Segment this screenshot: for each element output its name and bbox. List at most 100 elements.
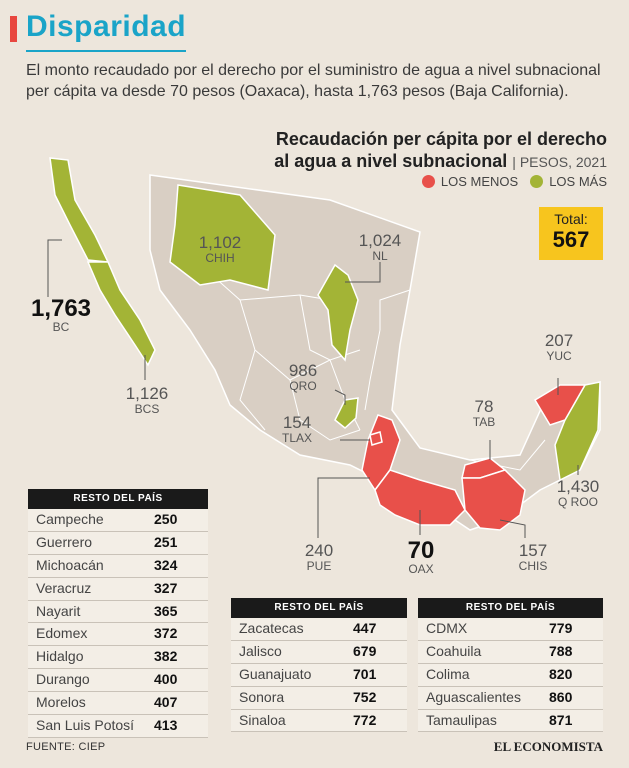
label-qro-code: QRO — [289, 378, 317, 393]
label-pue-value: 240 — [304, 541, 334, 560]
label-bcs-value: 1,126 — [125, 384, 169, 403]
table-row: Coahuila 788 — [418, 641, 603, 664]
label-bcs: 1,126 BCS — [112, 385, 182, 415]
table-row: Michoacán 324 — [28, 555, 208, 578]
row-name: San Luis Potosí — [36, 717, 135, 734]
state-bcs — [86, 261, 156, 367]
state-qro — [334, 397, 359, 429]
label-bc-code: BC — [52, 320, 70, 335]
table-row: Aguascalientes 860 — [418, 687, 603, 710]
row-name: Aguascalientes — [426, 688, 521, 705]
legend-most-label: LOS MÁS — [549, 174, 607, 189]
leader-lines — [47, 239, 579, 538]
state-chis — [461, 469, 526, 531]
map-title-line2: al agua a nivel subnacional — [274, 151, 508, 171]
rest-table-3: RESTO DEL PAÍS CDMX 779 Coahuila 788 Colim… — [418, 598, 603, 733]
row-value: 447 — [353, 620, 377, 636]
row-name: Zacatecas — [239, 620, 304, 636]
table-row: Campeche 250 — [28, 509, 208, 532]
row-name: Morelos — [36, 694, 86, 711]
label-yuc-value: 207 — [544, 331, 574, 350]
row-name: CDMX — [426, 620, 468, 636]
source-note: FUENTE: CIEP — [26, 741, 106, 753]
row-name: Tamaulipas — [426, 711, 497, 728]
row-name: Jalisco — [239, 642, 282, 659]
table-row: Guanajuato 701 — [231, 664, 407, 687]
row-value: 327 — [154, 579, 178, 596]
total-value: 567 — [552, 227, 590, 252]
state-borders — [194, 259, 546, 471]
state-chih — [169, 184, 276, 291]
label-tab-value: 78 — [474, 397, 494, 416]
row-value: 407 — [154, 694, 178, 711]
row-name: Nayarit — [36, 602, 81, 619]
row-value: 400 — [154, 671, 178, 688]
total-box: Total: 567 — [539, 207, 603, 260]
total-label: Total: — [554, 211, 588, 227]
title-underline — [26, 50, 186, 52]
intro-text: El monto recaudado por el derecho por el… — [26, 62, 601, 100]
row-value: 701 — [353, 665, 377, 682]
label-tab: 78 TAB — [449, 398, 519, 428]
label-chih-value: 1,102 — [198, 233, 242, 252]
label-chis-value: 157 — [518, 541, 548, 560]
table-row: Edomex 372 — [28, 623, 208, 647]
row-value: 779 — [549, 620, 573, 636]
row-name: Guanajuato — [239, 665, 312, 682]
row-value: 413 — [154, 717, 178, 734]
row-name: Colima — [426, 665, 470, 682]
row-name: Michoacán — [36, 556, 104, 573]
row-value: 382 — [154, 648, 178, 665]
row-value: 324 — [154, 556, 178, 573]
label-chih: 1,102 CHIH — [185, 234, 255, 264]
row-value: 679 — [353, 642, 377, 659]
label-oax: 70 OAX — [386, 538, 456, 576]
label-yuc-code: YUC — [546, 348, 572, 363]
row-value: 871 — [549, 711, 573, 728]
table-row: Zacatecas 447 — [231, 618, 407, 641]
row-name: Sinaloa — [239, 711, 286, 728]
row-value: 365 — [154, 602, 178, 619]
label-qro: 986 QRO — [268, 362, 338, 392]
state-bc — [49, 157, 110, 263]
table-row: Hidalgo 382 — [28, 646, 208, 670]
label-pue: 240 PUE — [284, 542, 354, 572]
table-row: Guerrero 251 — [28, 532, 208, 555]
rest-table-2: RESTO DEL PAÍS Zacatecas 447 Jalisco 679 G… — [231, 598, 407, 733]
table-row: San Luis Potosí 413 — [28, 715, 208, 738]
row-value: 752 — [353, 688, 377, 705]
label-bc-value: 1,763 — [30, 295, 92, 322]
state-qroo — [554, 381, 601, 482]
rest-table-3-header: RESTO DEL PAÍS — [418, 598, 603, 618]
title-accent-bar — [10, 16, 17, 42]
map-legend: LOS MENOS LOS MÁS — [421, 174, 607, 189]
table-row: Jalisco 679 — [231, 641, 407, 664]
label-chis: 157 CHIS — [498, 542, 568, 572]
row-name: Edomex — [36, 625, 88, 642]
page-title: Disparidad — [26, 10, 187, 43]
label-qroo-code: Q ROO — [557, 494, 598, 509]
row-name: Hidalgo — [36, 648, 84, 665]
row-name: Campeche — [36, 511, 104, 527]
row-value: 860 — [549, 688, 573, 705]
table-row: Colima 820 — [418, 664, 603, 687]
label-oax-code: OAX — [408, 562, 434, 577]
label-nl-value: 1,024 — [358, 231, 402, 250]
table-row: Durango 400 — [28, 669, 208, 693]
state-nl — [317, 263, 359, 362]
legend-most-swatch — [530, 175, 544, 188]
label-pue-code: PUE — [306, 558, 332, 573]
table-row: Sinaloa 772 — [231, 710, 407, 733]
row-name: Coahuila — [426, 642, 482, 659]
label-qro-value: 986 — [288, 361, 318, 380]
rest-table-1-header: RESTO DEL PAÍS — [28, 489, 208, 509]
label-tlax-code: TLAX — [281, 430, 312, 445]
row-value: 772 — [353, 711, 377, 728]
map-title-line1: Recaudación per cápita por el derecho — [275, 129, 607, 149]
label-chih-code: CHIH — [205, 250, 235, 265]
label-bc: 1,763 BC — [26, 296, 96, 334]
brand-logo: EL ECONOMISTA — [493, 739, 603, 754]
row-name: Veracruz — [36, 579, 92, 596]
row-value: 251 — [154, 533, 178, 550]
